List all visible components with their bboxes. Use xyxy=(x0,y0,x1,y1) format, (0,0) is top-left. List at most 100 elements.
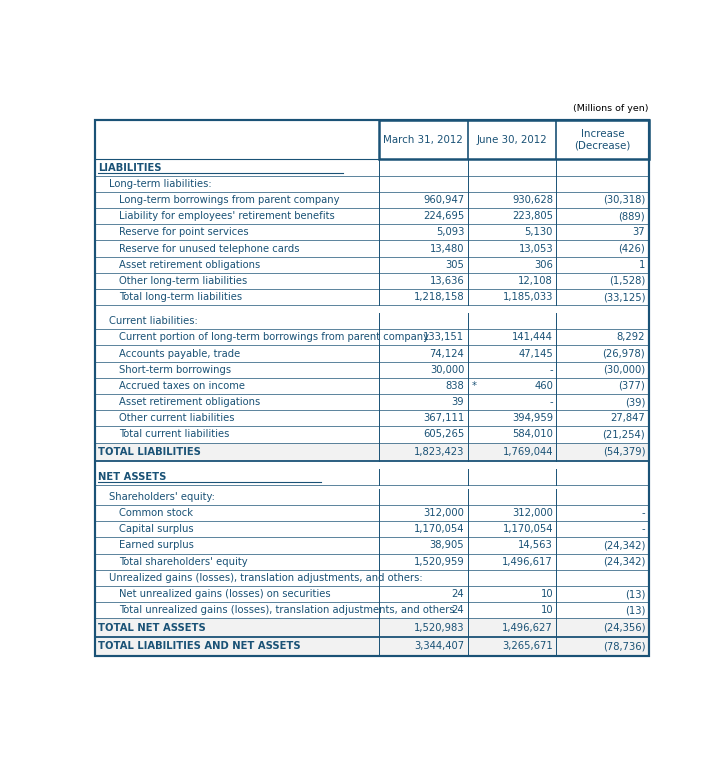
Text: 13,636: 13,636 xyxy=(429,276,464,286)
Text: 13,053: 13,053 xyxy=(518,244,553,253)
Text: (24,342): (24,342) xyxy=(602,557,645,566)
Text: Long-term liabilities:: Long-term liabilities: xyxy=(109,178,211,189)
Text: 1,520,959: 1,520,959 xyxy=(413,557,464,566)
Text: 838: 838 xyxy=(446,381,464,391)
Text: 13,480: 13,480 xyxy=(430,244,464,253)
Text: (Millions of yen): (Millions of yen) xyxy=(573,104,649,113)
Text: Total unrealized gains (losses), translation adjustments, and others: Total unrealized gains (losses), transla… xyxy=(119,605,455,615)
Text: 367,111: 367,111 xyxy=(423,414,464,423)
Text: Net unrealized gains (losses) on securities: Net unrealized gains (losses) on securit… xyxy=(119,589,331,599)
Bar xyxy=(95,442,649,461)
Text: (39): (39) xyxy=(625,397,645,407)
Text: 1,218,158: 1,218,158 xyxy=(414,292,464,302)
Text: 27,847: 27,847 xyxy=(610,414,645,423)
Text: -: - xyxy=(642,524,645,534)
Text: 1,823,423: 1,823,423 xyxy=(414,447,464,456)
Text: 1: 1 xyxy=(639,259,645,270)
Text: 224,695: 224,695 xyxy=(423,211,464,221)
Text: 1,496,627: 1,496,627 xyxy=(502,622,553,633)
Text: Common stock: Common stock xyxy=(119,508,193,518)
Text: (24,342): (24,342) xyxy=(602,541,645,551)
Text: (33,125): (33,125) xyxy=(602,292,645,302)
Text: March 31, 2012: March 31, 2012 xyxy=(384,135,463,145)
Text: (78,736): (78,736) xyxy=(602,641,645,651)
Text: 223,805: 223,805 xyxy=(512,211,553,221)
Text: 24: 24 xyxy=(452,589,464,599)
Text: Total shareholders' equity: Total shareholders' equity xyxy=(119,557,247,566)
Text: Other current liabilities: Other current liabilities xyxy=(119,414,234,423)
Text: 312,000: 312,000 xyxy=(512,508,553,518)
Bar xyxy=(95,120,649,655)
Text: Current liabilities:: Current liabilities: xyxy=(109,316,197,326)
Text: 305: 305 xyxy=(445,259,464,270)
Text: Reserve for point services: Reserve for point services xyxy=(119,227,249,238)
Text: 37: 37 xyxy=(633,227,645,238)
Text: (13): (13) xyxy=(625,589,645,599)
Text: 3,265,671: 3,265,671 xyxy=(502,641,553,651)
Text: 1,520,983: 1,520,983 xyxy=(414,622,464,633)
Bar xyxy=(95,637,649,655)
Text: 39: 39 xyxy=(452,397,464,407)
Bar xyxy=(379,120,649,160)
Text: 1,170,054: 1,170,054 xyxy=(414,524,464,534)
Text: Accrued taxes on income: Accrued taxes on income xyxy=(119,381,245,391)
Text: 605,265: 605,265 xyxy=(423,429,464,439)
Text: (426): (426) xyxy=(618,244,645,253)
Text: 14,563: 14,563 xyxy=(518,541,553,551)
Text: TOTAL LIABILITIES: TOTAL LIABILITIES xyxy=(99,447,202,456)
Text: 12,108: 12,108 xyxy=(518,276,553,286)
Text: (889): (889) xyxy=(618,211,645,221)
Bar xyxy=(95,120,649,655)
Text: 10: 10 xyxy=(540,605,553,615)
Text: -: - xyxy=(550,365,553,375)
Bar xyxy=(95,120,649,655)
Text: Other long-term liabilities: Other long-term liabilities xyxy=(119,276,247,286)
Text: Unrealized gains (losses), translation adjustments, and others:: Unrealized gains (losses), translation a… xyxy=(109,573,422,583)
Text: 5,093: 5,093 xyxy=(436,227,464,238)
Text: 30,000: 30,000 xyxy=(430,365,464,375)
Text: *: * xyxy=(472,381,477,391)
Text: Asset retirement obligations: Asset retirement obligations xyxy=(119,397,260,407)
Bar xyxy=(95,619,649,637)
Text: (21,254): (21,254) xyxy=(602,429,645,439)
Text: (377): (377) xyxy=(618,381,645,391)
Text: Capital surplus: Capital surplus xyxy=(119,524,194,534)
Text: 1,769,044: 1,769,044 xyxy=(502,447,553,456)
Text: 24: 24 xyxy=(452,605,464,615)
Text: NET ASSETS: NET ASSETS xyxy=(99,472,167,482)
Text: Reserve for unused telephone cards: Reserve for unused telephone cards xyxy=(119,244,299,253)
Text: 1,185,033: 1,185,033 xyxy=(502,292,553,302)
Text: Increase
(Decrease): Increase (Decrease) xyxy=(574,129,631,150)
Text: (24,356): (24,356) xyxy=(602,622,645,633)
Text: Current portion of long-term borrowings from parent company: Current portion of long-term borrowings … xyxy=(119,333,428,342)
Text: TOTAL NET ASSETS: TOTAL NET ASSETS xyxy=(99,622,206,633)
Text: June 30, 2012: June 30, 2012 xyxy=(477,135,547,145)
Text: 306: 306 xyxy=(534,259,553,270)
Text: 47,145: 47,145 xyxy=(518,348,553,358)
Text: Earned surplus: Earned surplus xyxy=(119,541,194,551)
Text: Asset retirement obligations: Asset retirement obligations xyxy=(119,259,260,270)
Text: 1,170,054: 1,170,054 xyxy=(502,524,553,534)
Text: Total current liabilities: Total current liabilities xyxy=(119,429,229,439)
Text: Short-term borrowings: Short-term borrowings xyxy=(119,365,231,375)
Text: 312,000: 312,000 xyxy=(423,508,464,518)
Text: 38,905: 38,905 xyxy=(430,541,464,551)
Text: 1,496,617: 1,496,617 xyxy=(502,557,553,566)
Text: (13): (13) xyxy=(625,605,645,615)
Text: 460: 460 xyxy=(534,381,553,391)
Text: (30,318): (30,318) xyxy=(603,195,645,205)
Text: Total long-term liabilities: Total long-term liabilities xyxy=(119,292,242,302)
Text: 960,947: 960,947 xyxy=(423,195,464,205)
Text: 584,010: 584,010 xyxy=(512,429,553,439)
Text: Shareholders' equity:: Shareholders' equity: xyxy=(109,492,215,502)
Text: Long-term borrowings from parent company: Long-term borrowings from parent company xyxy=(119,195,339,205)
Text: 141,444: 141,444 xyxy=(512,333,553,342)
Text: Accounts payable, trade: Accounts payable, trade xyxy=(119,348,240,358)
Text: 394,959: 394,959 xyxy=(512,414,553,423)
Text: 3,344,407: 3,344,407 xyxy=(414,641,464,651)
Text: (1,528): (1,528) xyxy=(609,276,645,286)
Text: TOTAL LIABILITIES AND NET ASSETS: TOTAL LIABILITIES AND NET ASSETS xyxy=(99,641,301,651)
Text: (54,379): (54,379) xyxy=(602,447,645,456)
Text: 74,124: 74,124 xyxy=(429,348,464,358)
Text: Liability for employees' retirement benefits: Liability for employees' retirement bene… xyxy=(119,211,334,221)
